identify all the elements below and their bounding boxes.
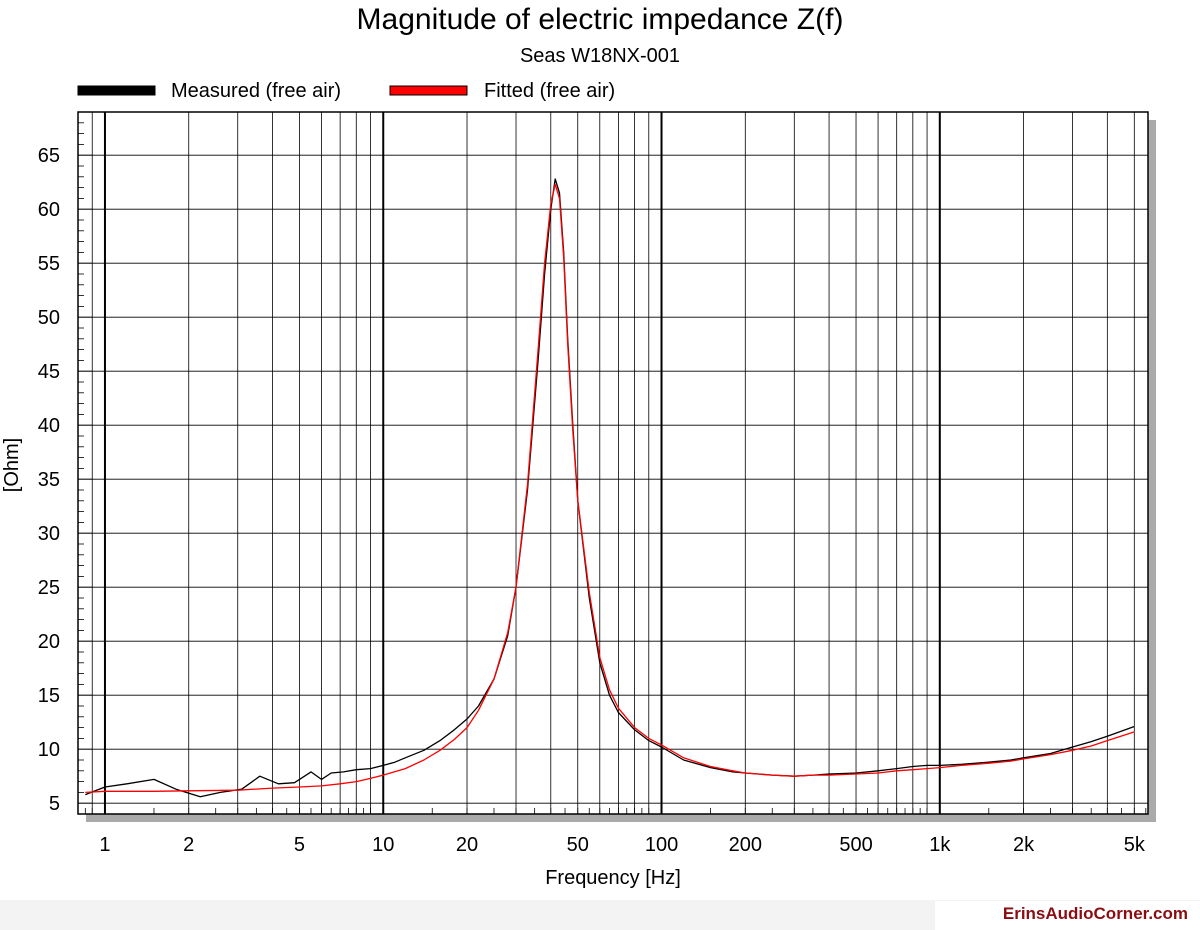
x-tick-label: 1 bbox=[99, 834, 110, 856]
legend: Measured (free air) Fitted (free air) bbox=[77, 80, 615, 102]
plot-frame bbox=[77, 111, 1149, 815]
series-fitted-line bbox=[85, 183, 1135, 794]
y-tick-label: 20 bbox=[38, 631, 60, 653]
x-axis-label: Frequency [Hz] bbox=[545, 867, 681, 889]
x-tick-label: 2 bbox=[183, 834, 194, 856]
y-tick-label: 55 bbox=[38, 253, 60, 275]
legend-label-measured: Measured (free air) bbox=[171, 80, 341, 102]
legend-label-fitted: Fitted (free air) bbox=[484, 80, 615, 102]
y-tick-label: 40 bbox=[38, 415, 60, 437]
chart-title: Magnitude of electric impedance Z(f) bbox=[357, 3, 844, 36]
x-tick-label: 500 bbox=[839, 834, 872, 856]
x-tick-label: 5k bbox=[1124, 834, 1146, 856]
y-tick-label: 10 bbox=[38, 739, 60, 761]
y-tick-label: 5 bbox=[49, 793, 60, 815]
y-tick-label: 30 bbox=[38, 523, 60, 545]
x-tick-label: 100 bbox=[645, 834, 678, 856]
site-watermark[interactable]: ErinsAudioCorner.com bbox=[1002, 904, 1188, 923]
legend-swatch-fitted bbox=[389, 85, 468, 96]
y-tick-label: 15 bbox=[38, 685, 60, 707]
y-tick-label: 60 bbox=[38, 199, 60, 221]
legend-swatch-measured bbox=[77, 85, 156, 96]
x-tick-label: 5 bbox=[294, 834, 305, 856]
y-tick-label: 50 bbox=[38, 307, 60, 329]
footer-box bbox=[935, 901, 1200, 930]
x-tick-label: 20 bbox=[456, 834, 478, 856]
y-axis-label: [Ohm] bbox=[1, 438, 23, 492]
x-tick-label: 200 bbox=[729, 834, 762, 856]
y-tick-label: 25 bbox=[38, 577, 60, 599]
plot-area bbox=[78, 112, 1148, 814]
x-tick-label: 1k bbox=[929, 834, 951, 856]
x-tick-label: 2k bbox=[1013, 834, 1035, 856]
y-tick-label: 35 bbox=[38, 469, 60, 491]
x-tick-label: 10 bbox=[372, 834, 394, 856]
grid bbox=[77, 111, 1149, 815]
x-tick-label: 50 bbox=[567, 834, 589, 856]
y-tick-label: 65 bbox=[38, 145, 60, 167]
chart-subtitle: Seas W18NX-001 bbox=[520, 45, 680, 67]
y-tick-label: 45 bbox=[38, 361, 60, 383]
